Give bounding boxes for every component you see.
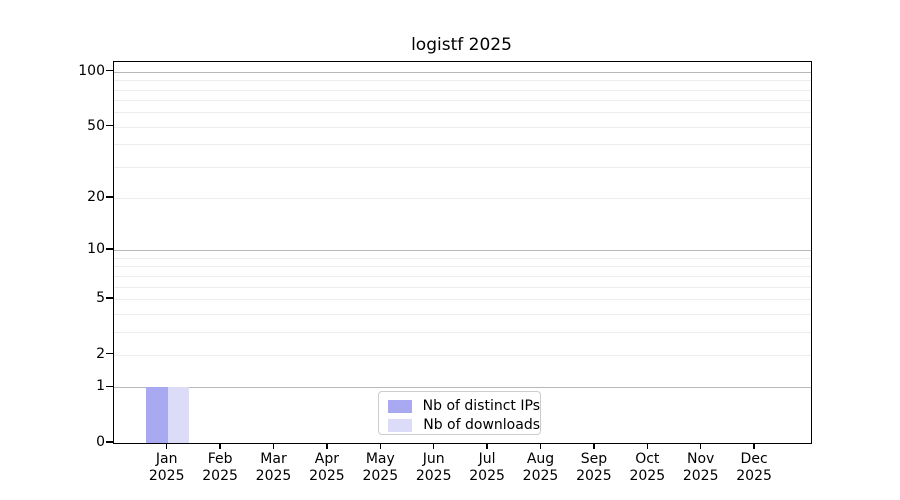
plot-area: [113, 61, 812, 444]
x-tick-mark: [272, 443, 275, 449]
gridline-major: [114, 71, 811, 73]
y-tick-mark: [106, 441, 113, 443]
gridline-minor: [114, 266, 811, 268]
x-tick-mark: [700, 443, 702, 449]
y-tick-label: 0: [96, 434, 105, 450]
y-tick-label: 50: [87, 117, 105, 134]
gridline-major: [114, 250, 811, 252]
bar-distinct-ips-jan: [146, 387, 168, 443]
gridline-minor: [114, 331, 811, 333]
x-tick-mark: [646, 443, 648, 449]
x-tick-label: Aug 2025: [522, 451, 559, 484]
x-tick-label: Jun 2025: [415, 451, 452, 484]
x-tick-mark: [433, 443, 435, 449]
x-tick-label: May 2025: [362, 451, 399, 484]
x-tick-mark: [593, 443, 595, 449]
y-tick-label: 20: [87, 189, 105, 206]
y-tick-label: 10: [87, 241, 105, 258]
y-tick-mark: [106, 125, 113, 127]
y-tick-mark: [106, 248, 113, 250]
gridline-minor: [114, 198, 811, 200]
x-tick-label: Jul 2025: [469, 451, 505, 484]
x-tick-mark: [753, 443, 755, 449]
y-tick-mark: [106, 70, 113, 72]
x-tick-mark: [486, 443, 488, 449]
y-tick-label: 2: [96, 345, 105, 362]
x-tick-mark: [326, 443, 328, 449]
y-tick-mark: [106, 352, 113, 355]
bar-downloads-jan: [167, 387, 190, 443]
gridline-minor: [114, 100, 811, 102]
gridline-minor: [114, 275, 811, 277]
gridline-minor: [114, 80, 811, 82]
gridline-minor: [114, 286, 811, 288]
gridline-minor: [114, 313, 811, 315]
gridline-major: [114, 387, 811, 389]
gridline-minor: [114, 144, 811, 146]
x-tick-label: Nov 2025: [682, 451, 719, 484]
gridline-minor: [114, 112, 811, 114]
x-tick-label: Feb 2025: [202, 451, 238, 484]
x-tick-label: Dec 2025: [736, 451, 772, 484]
y-tick-mark: [106, 385, 113, 387]
gridline-minor: [114, 126, 811, 128]
y-tick-label: 100: [78, 62, 105, 79]
x-tick-mark: [219, 443, 221, 449]
y-tick-label: 5: [96, 289, 105, 306]
y-tick-mark: [106, 196, 113, 198]
x-tick-label: Mar 2025: [255, 451, 292, 484]
x-tick-label: Sep 2025: [576, 451, 612, 484]
x-tick-mark: [166, 443, 168, 449]
x-tick-label: Apr 2025: [309, 451, 345, 484]
gridline-minor: [114, 298, 811, 300]
chart-title: logistf 2025: [411, 35, 512, 55]
gridline-minor: [114, 257, 811, 259]
gridline-minor: [114, 354, 811, 356]
y-tick-label: 1: [96, 378, 105, 395]
x-tick-mark: [539, 443, 542, 449]
gridline-minor: [114, 166, 811, 168]
gridline-minor: [114, 89, 811, 91]
y-tick-mark: [106, 297, 113, 299]
x-tick-mark: [379, 443, 381, 449]
x-tick-label: Jan 2025: [148, 451, 185, 484]
x-tick-label: Oct 2025: [629, 451, 666, 484]
